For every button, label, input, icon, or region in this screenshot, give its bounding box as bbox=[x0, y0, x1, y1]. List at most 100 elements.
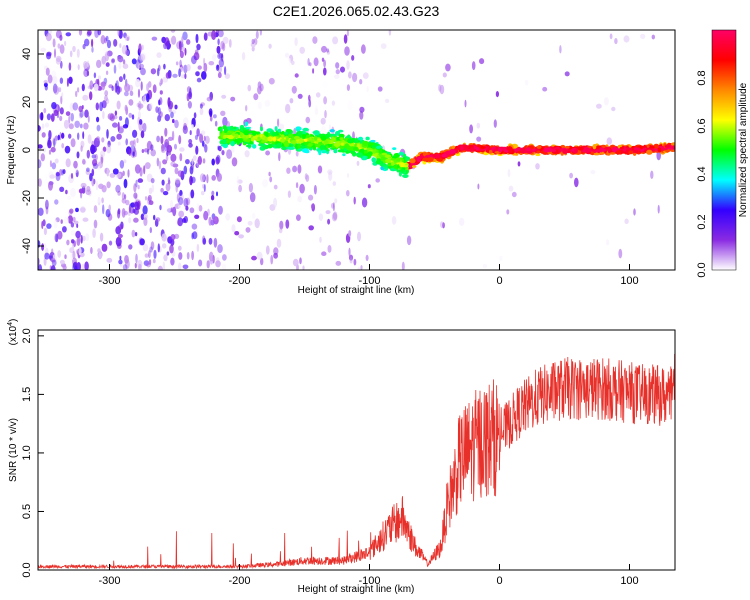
noise-blob bbox=[264, 99, 271, 107]
noise-blob bbox=[53, 85, 60, 95]
noise-blob bbox=[72, 262, 78, 270]
noise-blob bbox=[312, 68, 315, 74]
noise-blob bbox=[331, 100, 336, 106]
noise-blob bbox=[117, 209, 121, 219]
noise-blob bbox=[45, 67, 50, 76]
ridge-cell bbox=[304, 138, 308, 143]
noise-blob bbox=[278, 228, 283, 234]
colorbar-tick-label: 0.8 bbox=[696, 70, 708, 85]
noise-blob bbox=[144, 253, 149, 258]
noise-blob bbox=[310, 203, 315, 210]
noise-blob bbox=[356, 160, 360, 166]
noise-blob bbox=[217, 52, 223, 60]
noise-blob bbox=[166, 150, 169, 157]
noise-blob bbox=[81, 83, 85, 92]
noise-blob bbox=[44, 122, 50, 128]
y-tick-label: 40 bbox=[21, 48, 33, 60]
noise-blob bbox=[75, 207, 79, 213]
noise-blob bbox=[40, 47, 47, 53]
noise-blob bbox=[82, 158, 86, 165]
noise-blob bbox=[111, 58, 115, 63]
noise-blob bbox=[231, 144, 235, 154]
noise-blob bbox=[119, 116, 123, 121]
colorbar-gradient bbox=[711, 29, 737, 271]
noise-blob bbox=[178, 135, 182, 145]
noise-blob bbox=[124, 164, 128, 171]
ridge-cell bbox=[219, 127, 223, 132]
ridge-cell bbox=[320, 135, 327, 141]
noise-blob bbox=[174, 203, 181, 209]
colorbar-tick-label: 0.6 bbox=[696, 118, 708, 133]
noise-blob bbox=[360, 265, 363, 270]
noise-blob bbox=[118, 259, 123, 265]
noise-blob bbox=[146, 262, 151, 268]
noise-blob bbox=[106, 144, 112, 154]
noise-blob bbox=[58, 87, 62, 93]
noise-blob bbox=[146, 93, 150, 103]
ridge-cell bbox=[258, 143, 265, 147]
ridge-cell bbox=[362, 140, 369, 147]
noise-blob bbox=[75, 230, 81, 239]
noise-blob bbox=[122, 264, 128, 270]
noise-blob bbox=[53, 219, 58, 229]
y-tick-label: 1.5 bbox=[21, 387, 33, 402]
noise-blob bbox=[176, 193, 181, 203]
ridge-cell bbox=[293, 135, 300, 140]
noise-blob bbox=[212, 216, 218, 222]
noise-blob bbox=[138, 103, 144, 109]
noise-blob bbox=[170, 238, 175, 246]
noise-blob bbox=[86, 70, 90, 76]
noise-blob bbox=[162, 191, 169, 196]
noise-blob bbox=[142, 243, 149, 252]
noise-blob bbox=[68, 76, 73, 85]
noise-blob bbox=[250, 42, 256, 48]
noise-blob bbox=[299, 257, 302, 265]
noise-blob bbox=[115, 184, 121, 193]
noise-blob bbox=[97, 248, 101, 254]
noise-blob bbox=[107, 140, 111, 148]
noise-blob bbox=[362, 72, 369, 79]
noise-blob bbox=[50, 265, 56, 270]
ridge-cell bbox=[260, 126, 263, 132]
ridge-cell bbox=[281, 134, 285, 139]
noise-blob bbox=[197, 65, 202, 70]
noise-blob bbox=[328, 171, 333, 181]
noise-blob bbox=[177, 245, 182, 251]
noise-blob bbox=[221, 150, 225, 156]
ridge-cell bbox=[371, 145, 376, 148]
noise-blob bbox=[161, 233, 167, 242]
noise-blob bbox=[508, 185, 514, 192]
noise-blob bbox=[328, 124, 332, 131]
ridge-cell bbox=[536, 150, 541, 154]
noise-blob bbox=[221, 263, 227, 270]
noise-blob bbox=[42, 147, 47, 153]
colorbar: 0.0 0.2 0.4 0.6 0.8 Normalized spectral ampl… bbox=[696, 29, 749, 278]
noise-blob bbox=[218, 205, 223, 215]
ridge-cell bbox=[411, 165, 417, 168]
noise-blob bbox=[117, 121, 120, 132]
snr-panel: -300 -200 -100 0 100 0.0 0.5 1.0 1.5 2.0 Height … bbox=[7, 319, 676, 595]
noise-blob bbox=[54, 199, 59, 205]
noise-blob bbox=[156, 157, 160, 167]
noise-blob bbox=[82, 131, 85, 140]
noise-blob bbox=[100, 35, 106, 45]
noise-blob bbox=[97, 75, 102, 80]
noise-blob bbox=[257, 85, 262, 95]
noise-blob bbox=[84, 261, 89, 270]
noise-blob bbox=[224, 73, 231, 79]
noise-blob bbox=[308, 225, 315, 231]
noise-blob bbox=[218, 30, 224, 38]
ridge-cell bbox=[338, 133, 345, 138]
noise-blob bbox=[194, 134, 199, 140]
noise-blob bbox=[101, 197, 104, 204]
noise-blob bbox=[225, 213, 231, 221]
x-tick-label: -200 bbox=[228, 575, 250, 587]
noise-blob bbox=[75, 169, 79, 178]
noise-blob bbox=[133, 183, 137, 193]
noise-blob bbox=[220, 30, 225, 36]
noise-blob bbox=[155, 217, 161, 222]
ridge-cell bbox=[331, 137, 336, 141]
noise-blob bbox=[603, 97, 609, 106]
noise-blob bbox=[191, 223, 198, 230]
noise-blob bbox=[361, 44, 366, 54]
